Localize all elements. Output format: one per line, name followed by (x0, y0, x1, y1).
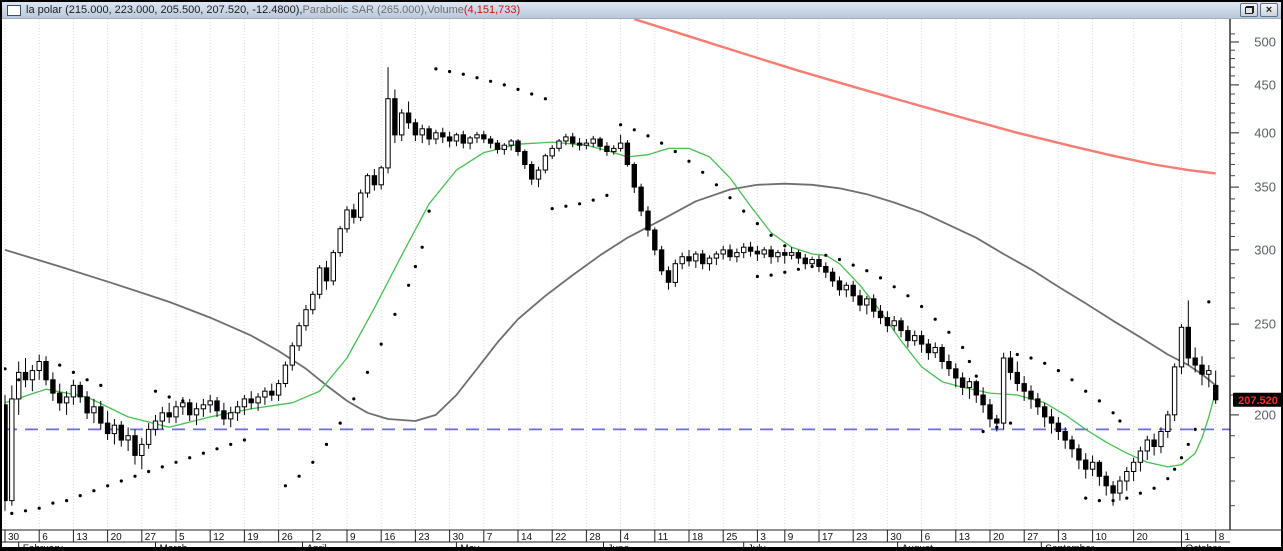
window-icon (7, 4, 21, 16)
svg-text:22: 22 (555, 532, 567, 543)
svg-text:500: 500 (1254, 35, 1276, 50)
svg-text:207.520: 207.520 (1238, 395, 1278, 407)
svg-text:30: 30 (890, 532, 902, 543)
svg-text:4: 4 (624, 532, 630, 543)
restore-icon (1244, 6, 1254, 14)
candlesticks (4, 67, 1219, 511)
svg-text:6: 6 (925, 532, 931, 543)
volume-label: Volume (427, 3, 464, 16)
svg-text:1: 1 (1185, 532, 1191, 543)
svg-text:October: October (1186, 544, 1222, 551)
svg-text:3: 3 (1061, 532, 1067, 543)
svg-text:10: 10 (1096, 532, 1108, 543)
svg-text:June: June (608, 544, 630, 551)
svg-text:September: September (1045, 544, 1095, 551)
svg-text:8: 8 (1219, 532, 1225, 543)
last-price-tag: 207.520 (1233, 392, 1281, 407)
y-axis: 200 250 300 350 400 450 500 (1229, 19, 1276, 530)
svg-text:27: 27 (145, 532, 157, 543)
svg-text:20: 20 (993, 532, 1005, 543)
close-icon: × (1265, 3, 1273, 16)
symbol-ohlc-title: la polar (215.000, 223.000, 205.500, 207… (26, 3, 303, 16)
restore-button[interactable] (1240, 3, 1258, 17)
svg-text:3: 3 (760, 532, 766, 543)
svg-text:7: 7 (487, 532, 493, 543)
svg-text:30: 30 (453, 532, 465, 543)
svg-text:July: July (748, 544, 766, 551)
parabolic-sar-dots (4, 67, 1211, 515)
svg-text:14: 14 (521, 532, 533, 543)
svg-text:February: February (23, 544, 63, 551)
svg-text:5: 5 (179, 532, 185, 543)
svg-text:9: 9 (350, 532, 356, 543)
close-button[interactable]: × (1260, 3, 1278, 17)
ma-short-line (4, 141, 1217, 468)
svg-text:26: 26 (282, 532, 294, 543)
svg-text:250: 250 (1254, 317, 1276, 332)
svg-text:23: 23 (856, 532, 868, 543)
svg-text:16: 16 (384, 532, 396, 543)
svg-text:300: 300 (1254, 242, 1276, 257)
svg-text:20: 20 (111, 532, 123, 543)
svg-text:28: 28 (589, 532, 601, 543)
svg-text:March: March (160, 544, 188, 551)
svg-text:25: 25 (726, 532, 738, 543)
grid-lines (4, 19, 1217, 530)
title-bar[interactable]: la polar (215.000, 223.000, 205.500, 207… (2, 2, 1281, 19)
svg-text:30: 30 (8, 532, 20, 543)
trend-line-red (633, 19, 1216, 175)
svg-text:6: 6 (42, 532, 48, 543)
svg-text:12: 12 (213, 532, 225, 543)
svg-text:200: 200 (1254, 407, 1276, 422)
volume-value: (4,151,733) (463, 3, 521, 16)
svg-text:400: 400 (1254, 125, 1276, 140)
svg-text:18: 18 (692, 532, 704, 543)
ma-long-line (4, 182, 1217, 422)
svg-text:20: 20 (1137, 532, 1149, 543)
svg-text:350: 350 (1254, 180, 1276, 195)
svg-text:May: May (460, 544, 479, 551)
svg-text:17: 17 (822, 532, 834, 543)
svg-text:11: 11 (658, 532, 669, 543)
svg-text:27: 27 (1027, 532, 1039, 543)
svg-text:450: 450 (1254, 77, 1276, 92)
svg-text:13: 13 (959, 532, 971, 543)
x-axis: 30 6 13 20 27 5 12 19 26 2 9 16 23 30 7 14 22 28 4 11 18 25 3 9… (2, 529, 1281, 551)
svg-text:April: April (307, 544, 327, 551)
svg-text:19: 19 (247, 532, 259, 543)
svg-text:2: 2 (316, 532, 322, 543)
svg-text:August: August (902, 544, 933, 551)
svg-text:9: 9 (788, 532, 794, 543)
svg-text:23: 23 (418, 532, 430, 543)
svg-text:13: 13 (76, 532, 88, 543)
indicator-title: Parabolic SAR (265.000), (302, 3, 428, 16)
plot-area[interactable] (3, 19, 1230, 515)
